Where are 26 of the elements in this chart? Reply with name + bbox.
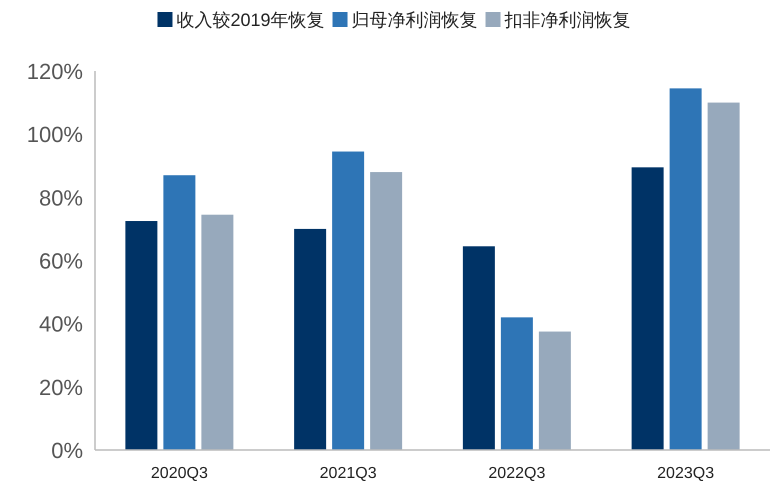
y-tick-label: 40% [38, 312, 83, 337]
y-tick-label: 80% [38, 185, 83, 210]
bar [125, 221, 158, 450]
bar [370, 172, 402, 450]
bar [500, 317, 533, 450]
bar [201, 214, 234, 450]
x-tick-label: 2021Q3 [320, 465, 377, 482]
bar [670, 88, 702, 450]
bar [294, 228, 326, 450]
x-tick-label: 2022Q3 [488, 465, 546, 482]
legend-label: 扣非净利润恢复 [504, 10, 631, 30]
bar [632, 167, 664, 450]
bar [163, 175, 196, 450]
y-tick-label: 120% [26, 59, 83, 84]
bar [332, 152, 364, 450]
x-tick-label: 2020Q3 [150, 465, 208, 482]
y-tick-label: 20% [38, 374, 83, 400]
bar [538, 332, 571, 450]
legend-label: 收入较2019年恢复 [176, 10, 325, 30]
y-tick-label: 100% [26, 122, 83, 148]
bar [708, 102, 740, 450]
y-tick-label: 0% [51, 438, 83, 463]
y-tick-label: 60% [38, 248, 83, 274]
bar [462, 246, 495, 450]
legend-label: 归母净利润恢复 [352, 10, 478, 30]
x-tick-label: 2023Q3 [657, 465, 714, 482]
